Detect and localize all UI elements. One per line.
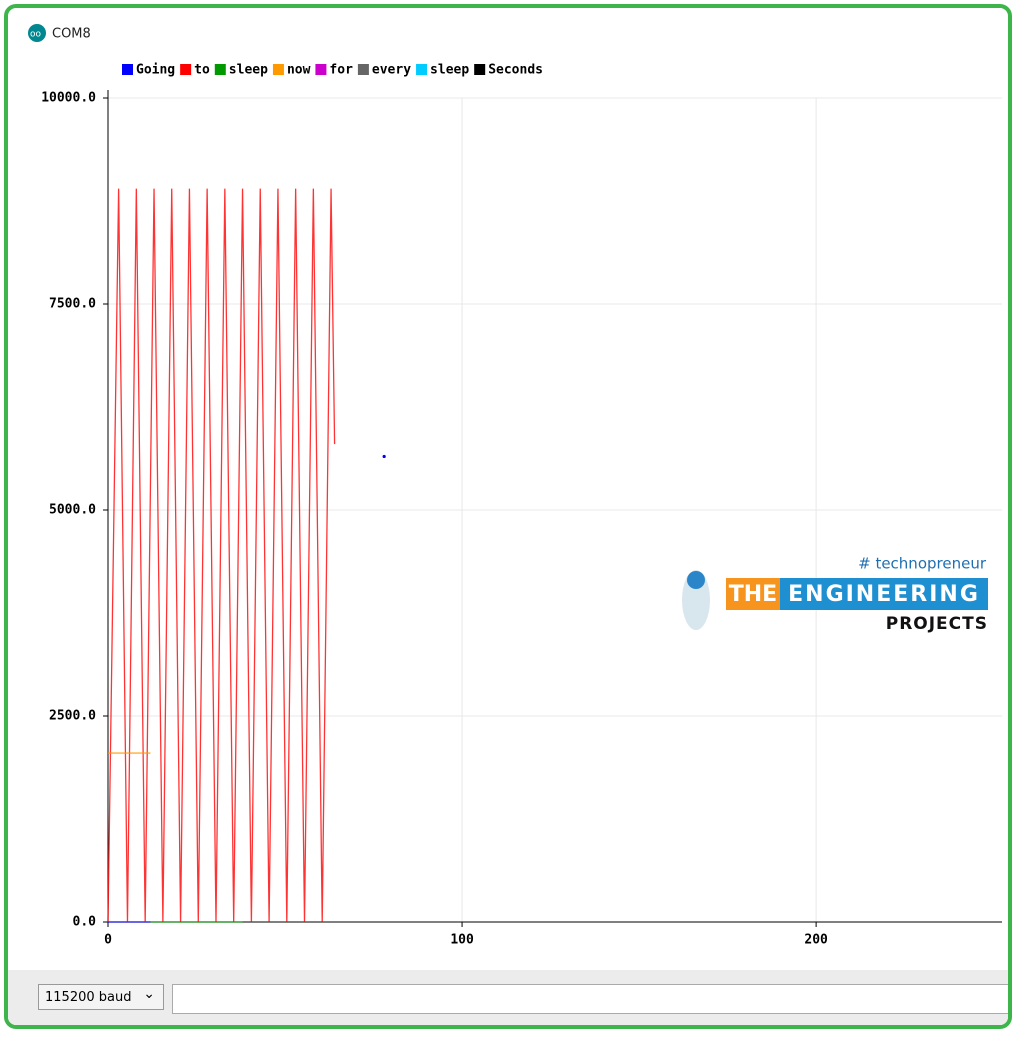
window: oo COM8 # technopreneur THE ENGINEERING … — [4, 4, 1012, 1029]
x-tick-label: 100 — [450, 933, 474, 948]
control-bar: 115200 baud — [8, 970, 1008, 1025]
y-tick-label: 7500.0 — [49, 297, 96, 312]
watermark-box — [780, 578, 988, 610]
legend-label: Seconds — [488, 63, 543, 78]
watermark-box — [726, 578, 780, 610]
y-tick-label: 10000.0 — [41, 91, 96, 106]
legend-label: sleep — [430, 63, 469, 78]
legend-swatch — [272, 64, 284, 75]
legend-swatch — [122, 64, 133, 75]
legend-swatch — [214, 64, 226, 75]
watermark-word: THE — [729, 582, 777, 607]
y-tick-label: 5000.0 — [49, 503, 96, 518]
legend-label: now — [287, 63, 311, 78]
app-icon — [28, 24, 46, 42]
legend-swatch — [315, 64, 327, 75]
legend-swatch — [180, 64, 192, 75]
legend-label: every — [372, 63, 411, 78]
legend-swatch — [357, 64, 369, 75]
send-input[interactable] — [172, 984, 1008, 1014]
series-line — [107, 188, 336, 923]
x-tick-label: 0 — [104, 933, 112, 948]
watermark-word: ENGINEERING — [788, 582, 980, 607]
baud-select[interactable]: 115200 baud — [38, 981, 164, 1010]
legend-label: Going — [136, 63, 175, 78]
window-title: COM8 — [52, 27, 91, 42]
watermark-word: PROJECTS — [886, 614, 988, 634]
legend-swatch — [474, 64, 486, 75]
icon-glyph: oo — [30, 30, 42, 40]
legend-label: sleep — [229, 63, 268, 78]
y-tick-label: 0.0 — [73, 915, 97, 930]
y-tick-label: 2500.0 — [49, 709, 96, 724]
plotter: oo COM8 # technopreneur THE ENGINEERING … — [28, 24, 1002, 948]
data-point — [382, 454, 386, 459]
legend-swatch — [416, 64, 428, 75]
x-tick-label: 200 — [804, 933, 828, 948]
legend-label: for — [329, 63, 353, 78]
robot-head — [687, 571, 705, 589]
watermark: # technopreneur THE ENGINEERING PROJECTS — [682, 555, 988, 634]
watermark-tag: # technopreneur — [858, 555, 987, 573]
legend-label: to — [194, 63, 210, 78]
